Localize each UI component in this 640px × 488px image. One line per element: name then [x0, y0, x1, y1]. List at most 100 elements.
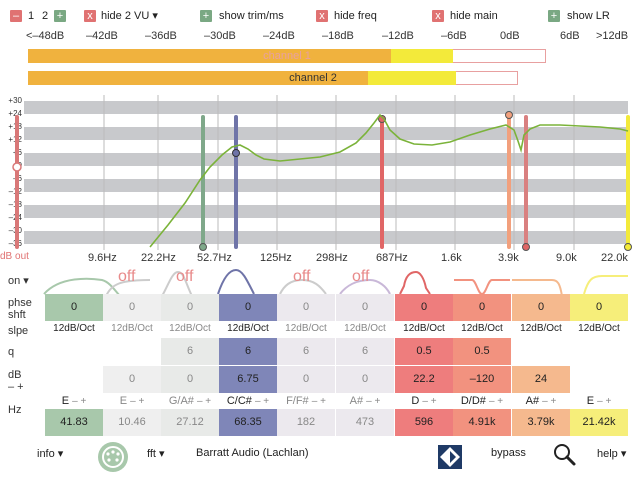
db-cell[interactable]: 0 [336, 366, 394, 393]
band-handle[interactable] [505, 111, 513, 119]
channel-1-tab[interactable]: 1 [28, 10, 35, 22]
db-scale-label: 0dB [500, 30, 520, 42]
vu-channel-2-peak [368, 71, 456, 85]
note-label: D [411, 395, 420, 407]
band-handle[interactable] [624, 243, 632, 251]
phase-cell[interactable]: 0 [336, 294, 394, 321]
db-cell[interactable]: 22.2 [395, 366, 453, 393]
q-cell[interactable]: 0.5 [453, 338, 511, 365]
brand-label: Barratt Audio (Lachlan) [196, 447, 309, 459]
phase-cell[interactable]: 0 [453, 294, 511, 321]
slope-cell[interactable]: 12dB/Oct [53, 323, 95, 334]
band-off-label[interactable]: off [118, 268, 136, 285]
hz-cell[interactable]: 68.35 [219, 409, 277, 436]
freq-label: 9.6Hz [88, 252, 117, 264]
slope-cell[interactable]: 12dB/Oct [344, 323, 386, 334]
db-scale-label: 6dB [560, 30, 580, 42]
db-scale-label: >12dB [596, 30, 629, 42]
info-dropdown[interactable]: info ▾ [37, 448, 64, 460]
hide-freq-x-icon[interactable]: x [316, 10, 328, 22]
hz-cell[interactable]: 41.83 [45, 409, 103, 436]
fft-dropdown[interactable]: fft ▾ [147, 448, 165, 460]
eq-graph[interactable] [0, 95, 640, 255]
hide-freq-button[interactable]: hide freq [334, 10, 377, 22]
hz-cell[interactable]: 10.46 [103, 409, 161, 436]
hz-cell[interactable]: 3.79k [512, 409, 570, 436]
show-lr-plus-icon[interactable]: + [548, 10, 560, 22]
hz-cell[interactable]: 27.12 [161, 409, 219, 436]
hide-main-x-icon[interactable]: x [432, 10, 444, 22]
channel-2-tab[interactable]: 2 [42, 10, 49, 22]
freq-label: 1.6k [441, 252, 462, 264]
q-cell[interactable]: 6 [161, 338, 219, 365]
phase-cell[interactable]: 0 [570, 294, 628, 321]
show-lr-button[interactable]: show LR [567, 10, 610, 22]
phase-cell[interactable]: 0 [45, 294, 103, 321]
band-off-label[interactable]: off [293, 268, 311, 285]
band-off-label[interactable]: off [352, 268, 370, 285]
note-label: G/A# [168, 395, 194, 407]
band-handle[interactable] [232, 149, 240, 157]
db-cell[interactable]: 0 [103, 366, 161, 393]
hz-cell[interactable]: 596 [395, 409, 453, 436]
phase-cell[interactable]: 0 [103, 294, 161, 321]
slope-cell[interactable]: 12dB/Oct [403, 323, 445, 334]
slope-cell[interactable]: 12dB/Oct [520, 323, 562, 334]
hide-vu-x-icon[interactable]: x [84, 10, 96, 22]
slope-cell[interactable]: 12dB/Oct [578, 323, 620, 334]
note-plus-minus[interactable]: – + [311, 396, 326, 407]
hz-cell[interactable]: 4.91k [453, 409, 511, 436]
band-handle[interactable] [378, 115, 386, 123]
db-cell[interactable]: 24 [512, 366, 570, 393]
slope-cell[interactable]: 12dB/Oct [461, 323, 503, 334]
hide-main-button[interactable]: hide main [450, 10, 498, 22]
help-dropdown[interactable]: help ▾ [597, 448, 627, 460]
band-off-label[interactable]: off [176, 268, 194, 285]
db-scale-label: –6dB [441, 30, 467, 42]
band-handle[interactable] [199, 243, 207, 251]
hide-vu-dropdown[interactable]: hide 2 VU ▾ [101, 10, 158, 22]
note-plus-minus[interactable]: – + [196, 396, 212, 407]
band-handle[interactable] [522, 243, 530, 251]
slope-cell[interactable]: 12dB/Oct [111, 323, 153, 334]
q-cell[interactable]: 6 [277, 338, 335, 365]
phase-cell[interactable]: 0 [395, 294, 453, 321]
show-trim-button[interactable]: show trim/ms [219, 10, 284, 22]
slope-cell[interactable]: 12dB/Oct [169, 323, 211, 334]
logo-icon[interactable] [437, 444, 463, 470]
note-plus-minus[interactable]: – + [597, 396, 612, 407]
q-cell[interactable]: 0.5 [395, 338, 453, 365]
hz-cell[interactable]: 21.42k [570, 409, 628, 436]
note-plus-minus[interactable]: – + [130, 396, 145, 407]
slope-cell[interactable]: 12dB/Oct [285, 323, 327, 334]
phase-cell[interactable]: 0 [161, 294, 219, 321]
phase-cell[interactable]: 0 [512, 294, 570, 321]
q-cell[interactable]: 6 [219, 338, 277, 365]
vu-channel-1-label: channel 1 [263, 50, 311, 62]
phase-cell[interactable]: 0 [219, 294, 277, 321]
note-plus-minus[interactable]: – + [254, 396, 270, 407]
bypass-button[interactable]: bypass [491, 447, 526, 459]
note-cell: G/A# – + [161, 395, 219, 408]
add-channel-button[interactable]: + [54, 10, 66, 22]
note-plus-minus[interactable]: – + [542, 396, 557, 407]
q-cell[interactable]: 6 [336, 338, 394, 365]
db-cell[interactable]: 0 [277, 366, 335, 393]
db-cell[interactable]: 0 [161, 366, 219, 393]
db-cell[interactable]: –120 [453, 366, 511, 393]
slope-cell[interactable]: 12dB/Oct [227, 323, 269, 334]
hz-cell[interactable]: 182 [277, 409, 335, 436]
note-plus-minus[interactable]: – + [422, 396, 437, 407]
phase-cell[interactable]: 0 [277, 294, 335, 321]
trim-slider-handle[interactable] [12, 162, 22, 172]
connector-icon[interactable] [97, 441, 129, 473]
note-plus-minus[interactable]: – + [366, 396, 381, 407]
note-plus-minus[interactable]: – + [72, 396, 87, 407]
hz-cell[interactable]: 473 [336, 409, 394, 436]
db-cell[interactable]: 6.75 [219, 366, 277, 393]
show-trim-plus-icon[interactable]: + [200, 10, 212, 22]
note-plus-minus[interactable]: – + [488, 396, 504, 407]
on-dropdown[interactable]: on ▾ [8, 275, 29, 287]
magnifier-icon[interactable] [551, 441, 577, 467]
remove-channel-button[interactable]: – [10, 10, 22, 22]
